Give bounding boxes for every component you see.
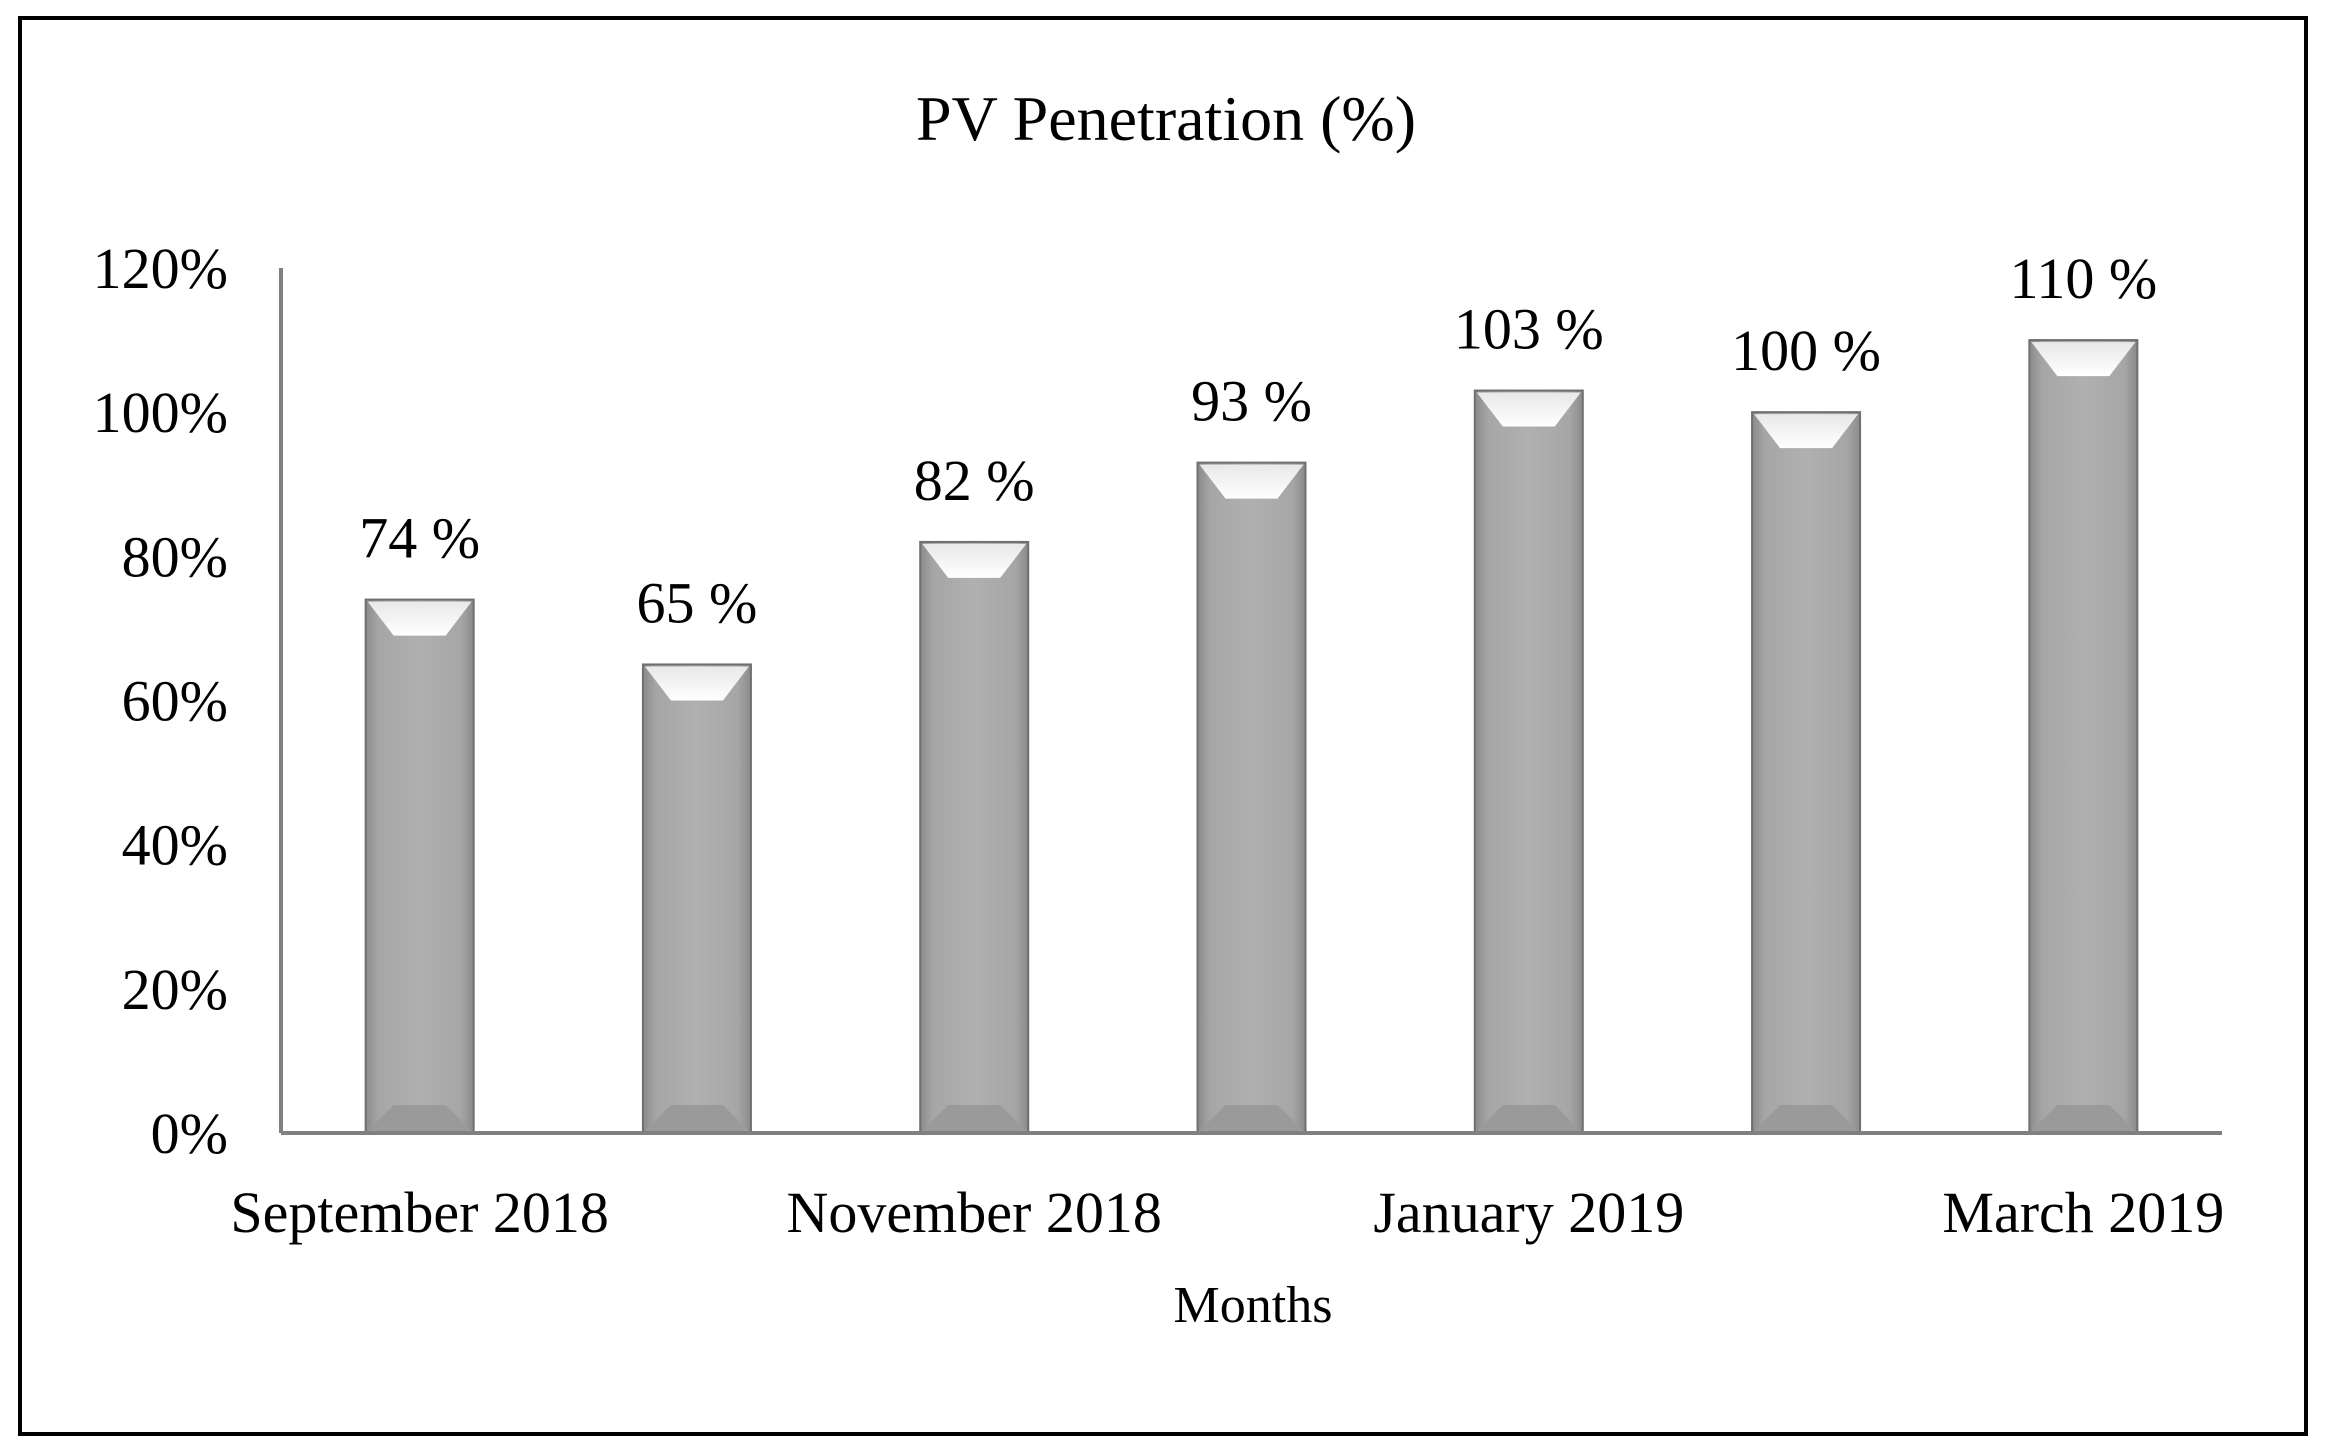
bar-4	[1196, 461, 1307, 1134]
x-tick-label: March 2019	[1942, 1180, 2224, 1245]
bar-bevel-top	[922, 543, 1027, 578]
bar-body	[2028, 339, 2139, 1135]
y-tick-label: 80%	[122, 524, 228, 589]
y-tick-label: 60%	[122, 669, 228, 734]
data-label: 100 %	[1731, 318, 1881, 383]
bar-bevel-top	[1199, 464, 1304, 499]
bar-bevel-bottom	[1754, 1105, 1859, 1131]
bar-bevel-bottom	[367, 1105, 472, 1131]
bar-bevel-top	[2031, 342, 2136, 377]
bars-group	[364, 339, 2139, 1135]
bar-bevel-top	[1754, 414, 1859, 449]
data-label: 65 %	[637, 570, 758, 635]
bar-bevel-bottom	[644, 1105, 749, 1131]
bar-bevel-top	[367, 601, 472, 636]
bar-5	[1473, 389, 1584, 1134]
data-label: 103 %	[1454, 297, 1604, 362]
chart-title: PV Penetration (%)	[916, 83, 1416, 154]
bar-bevel-bottom	[2031, 1105, 2136, 1131]
bar-bevel-bottom	[1199, 1105, 1304, 1131]
bar-7	[2028, 339, 2139, 1135]
x-axis-title: Months	[1174, 1277, 1333, 1334]
y-tick-labels: 0% 20% 40% 60% 80% 100% 120%	[93, 236, 228, 1166]
x-tick-label: November 2018	[787, 1180, 1162, 1245]
bar-3	[919, 540, 1030, 1134]
bar-body	[364, 598, 475, 1134]
bar-1	[364, 598, 475, 1134]
bar-body	[1751, 411, 1862, 1134]
x-tick-label: January 2019	[1373, 1180, 1684, 1245]
x-tick-label: September 2018	[230, 1180, 609, 1245]
bar-bevel-top	[1476, 392, 1581, 427]
data-label: 74 %	[359, 506, 480, 571]
bar-bevel-bottom	[922, 1105, 1027, 1131]
data-label: 82 %	[914, 448, 1035, 513]
data-label: 110 %	[2010, 246, 2158, 311]
y-tick-label: 20%	[122, 957, 228, 1022]
y-tick-label: 0%	[151, 1101, 228, 1166]
x-tick-labels: September 2018 November 2018 January 2019 M…	[230, 1180, 2224, 1245]
bar-6	[1751, 411, 1862, 1134]
bar-2	[641, 663, 752, 1134]
bar-body	[1196, 461, 1307, 1134]
bar-body	[1473, 389, 1584, 1134]
bar-bevel-bottom	[1476, 1105, 1581, 1131]
y-tick-label: 120%	[93, 236, 228, 301]
bar-body	[919, 540, 1030, 1134]
data-label: 93 %	[1191, 369, 1312, 434]
bar-body	[641, 663, 752, 1134]
y-tick-label: 40%	[122, 813, 228, 878]
bar-bevel-top	[644, 666, 749, 701]
y-tick-label: 100%	[93, 380, 228, 445]
data-labels: 74 % 65 % 82 % 93 % 103 % 100 % 110 %	[359, 246, 2157, 635]
